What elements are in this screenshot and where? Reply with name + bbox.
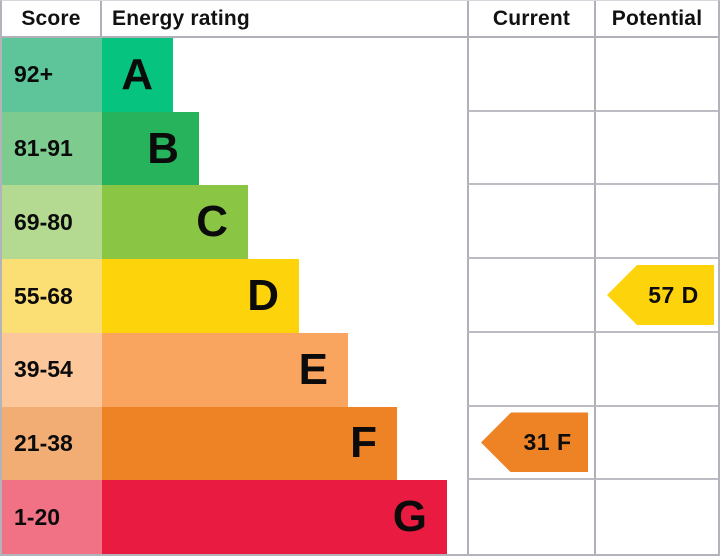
current-cell	[467, 480, 594, 554]
potential-cell	[594, 111, 718, 186]
potential-cell	[594, 332, 718, 407]
current-column-header: Current	[467, 1, 594, 36]
potential-cell	[594, 185, 718, 260]
potential-cell	[594, 38, 718, 112]
rating-bar-cell: F	[102, 406, 467, 481]
rating-row: 92+ A	[2, 38, 718, 112]
rating-band-bar: B	[102, 111, 199, 186]
rating-bar-cell: D	[102, 259, 467, 333]
current-rating-arrow: 31 F	[481, 412, 588, 473]
potential-cell	[594, 480, 718, 554]
current-cell	[467, 38, 594, 112]
score-column-header: Score	[2, 1, 102, 36]
rating-row: 81-91 B	[2, 111, 718, 186]
rating-row: 1-20 G	[2, 480, 718, 554]
current-cell	[467, 111, 594, 186]
rating-bar-cell: B	[102, 111, 467, 186]
rating-band-bar: F	[102, 406, 397, 481]
current-cell	[467, 259, 594, 333]
score-range-cell: 81-91	[2, 111, 102, 186]
energy-rating-column-header: Energy rating	[112, 6, 250, 30]
rating-band-bar: E	[102, 332, 348, 407]
rating-bar-cell: G	[102, 480, 467, 554]
rating-row: 39-54 E	[2, 332, 718, 407]
rating-band-bar: D	[102, 259, 299, 333]
current-cell	[467, 332, 594, 407]
score-range-cell: 21-38	[2, 406, 102, 481]
potential-column-header: Potential	[594, 1, 718, 36]
rating-bar-cell: E	[102, 332, 467, 407]
rating-bar-cell: A	[102, 38, 467, 112]
rating-band-bar: A	[102, 38, 173, 112]
rating-row: 55-68 D 57 D	[2, 259, 718, 333]
current-cell: 31 F	[467, 406, 594, 481]
rating-band-bar: C	[102, 185, 248, 260]
score-range-cell: 69-80	[2, 185, 102, 260]
chart-header: Score Energy rating Current Potential	[2, 1, 718, 38]
potential-rating-arrow: 57 D	[607, 265, 714, 326]
rating-rows: 92+ A 81-91 B 69-80 C 55-68	[2, 38, 718, 554]
score-range-cell: 39-54	[2, 332, 102, 407]
score-range-cell: 55-68	[2, 259, 102, 333]
rating-bar-cell: C	[102, 185, 467, 260]
potential-cell	[594, 406, 718, 481]
current-cell	[467, 185, 594, 260]
rating-row: 21-38 F 31 F	[2, 406, 718, 481]
score-range-cell: 92+	[2, 38, 102, 112]
rating-row: 69-80 C	[2, 185, 718, 260]
potential-cell: 57 D	[594, 259, 718, 333]
score-range-cell: 1-20	[2, 480, 102, 554]
rating-band-bar: G	[102, 480, 447, 554]
